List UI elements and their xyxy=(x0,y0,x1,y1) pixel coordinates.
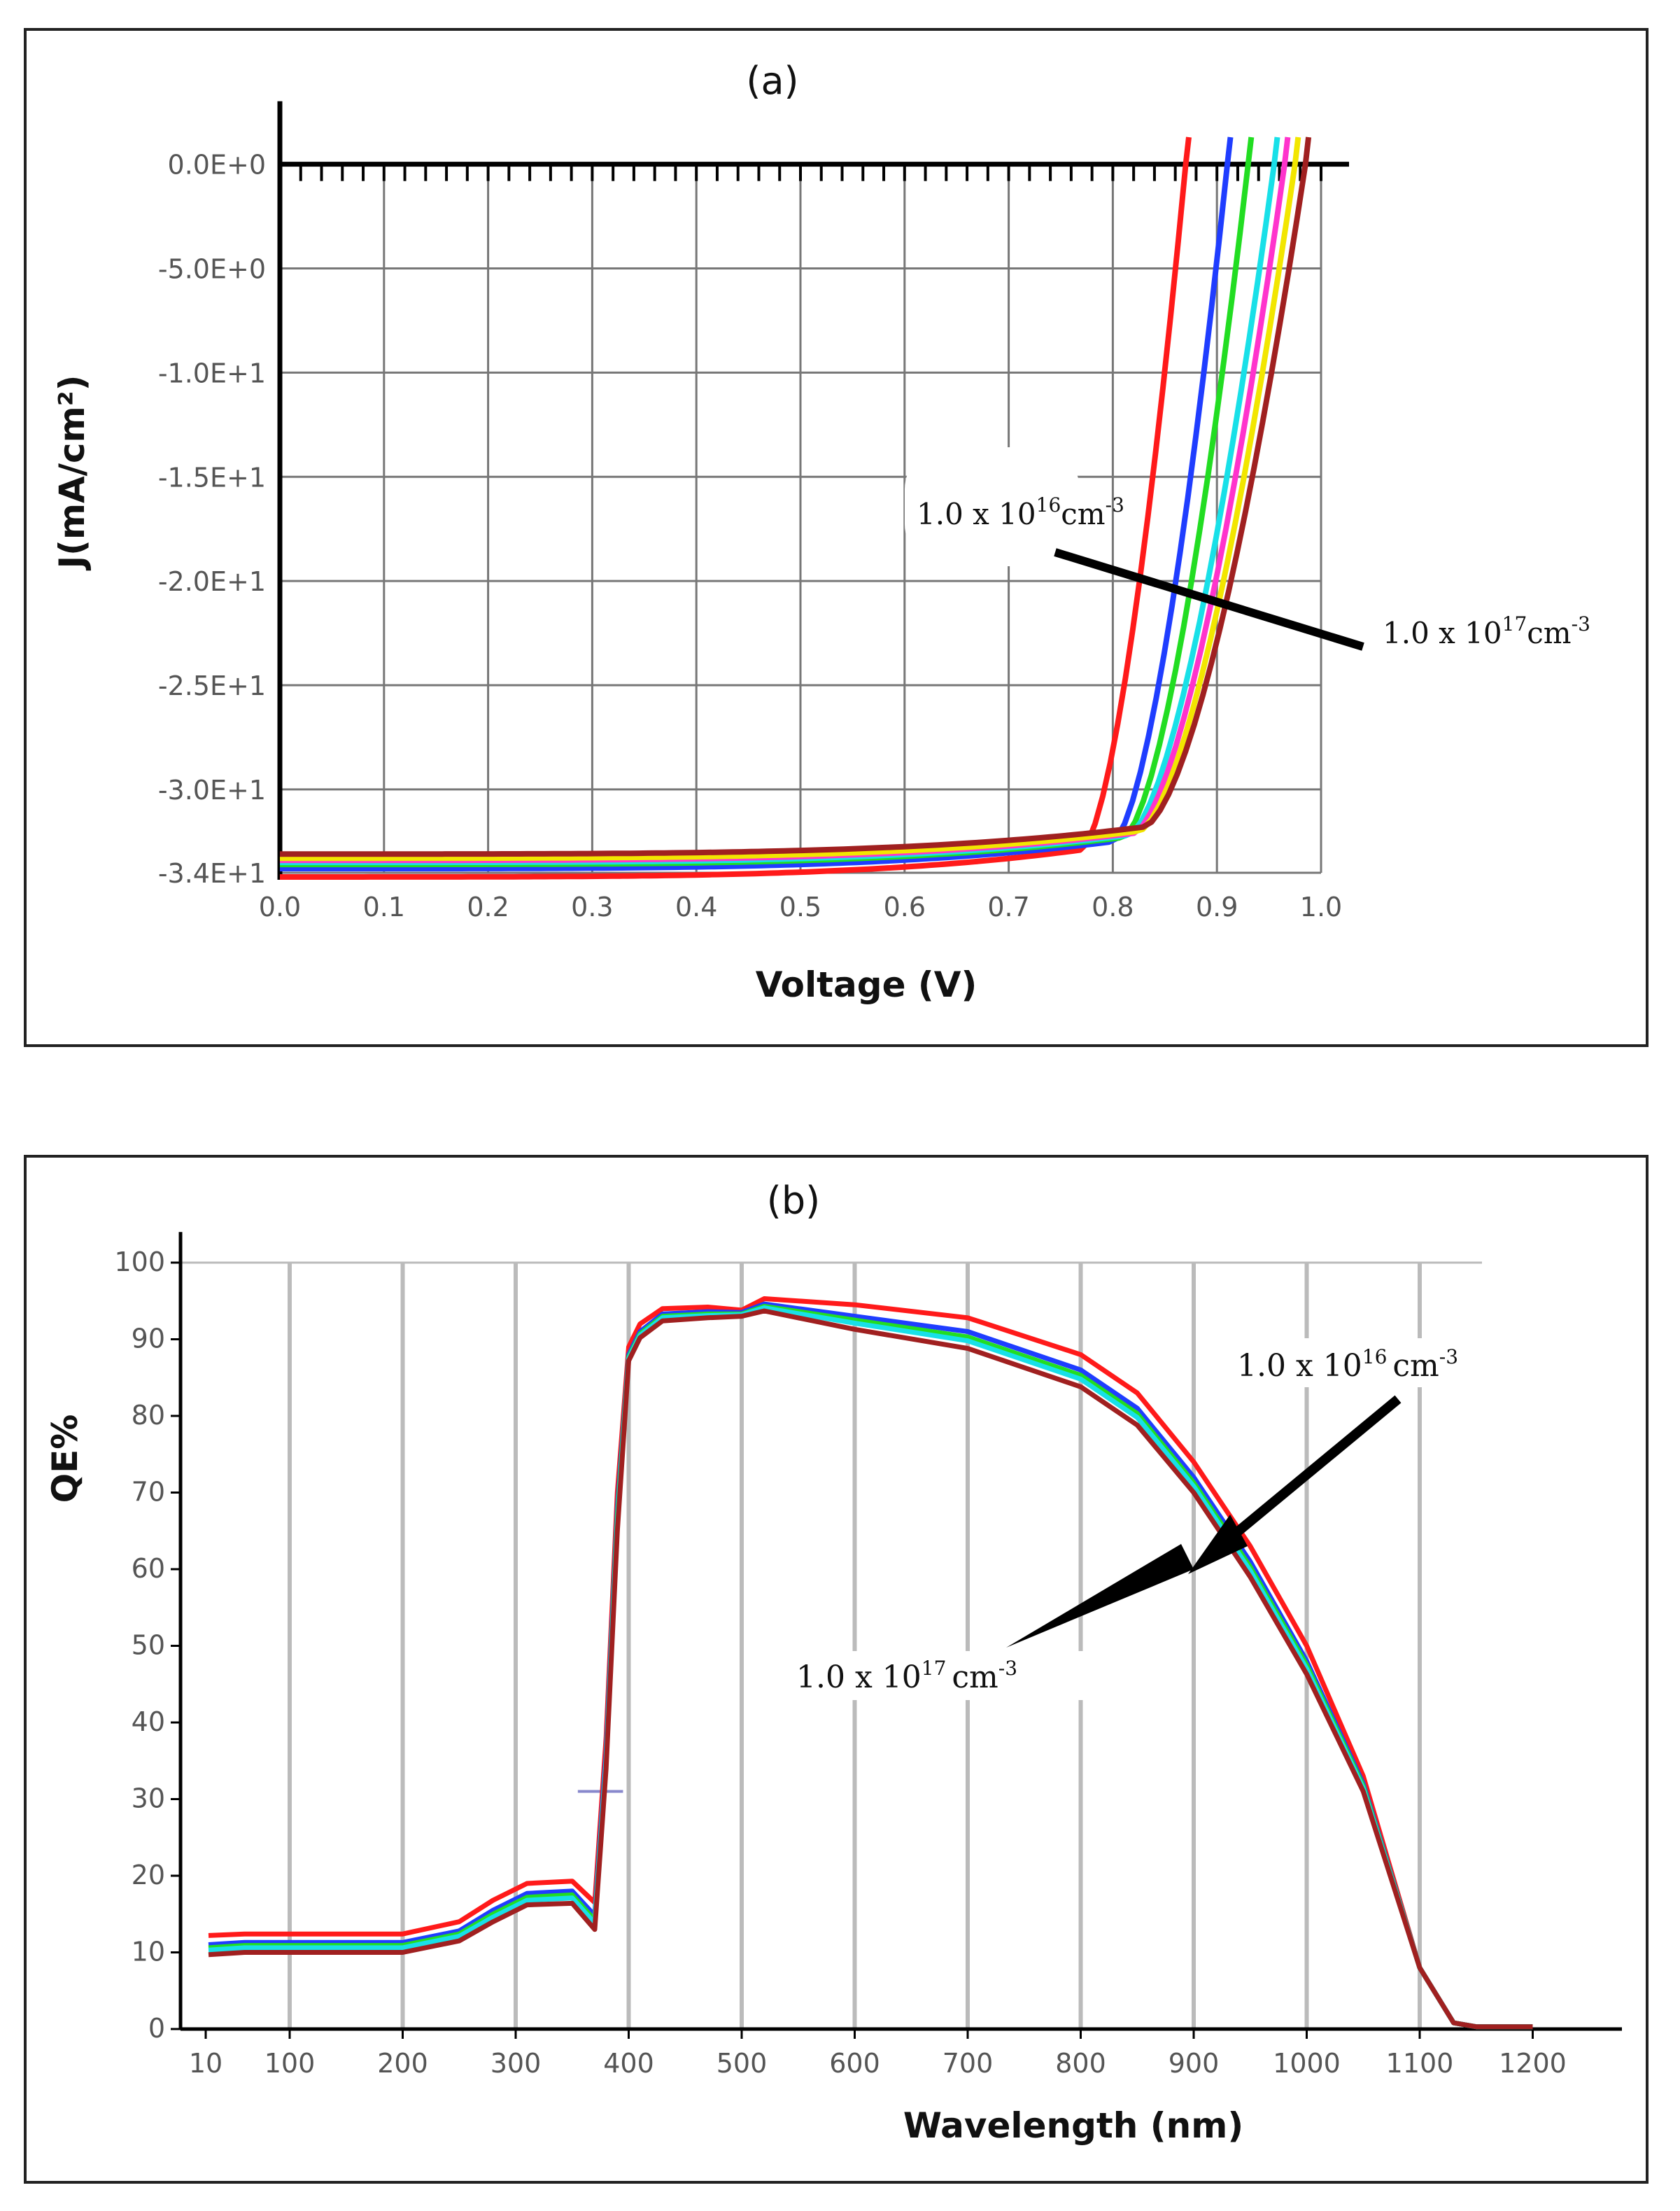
qe-y-tick-label: 10 xyxy=(132,1937,165,1967)
qe-x-tick-label: 200 xyxy=(377,2048,428,2079)
qe-x-axis-title: Wavelength (nm) xyxy=(903,2105,1243,2146)
qe-arrow-lower-wedge xyxy=(1006,1544,1194,1648)
jv-y-tick-label: 0.0E+0 xyxy=(168,150,266,181)
panel-label-b: (b) xyxy=(767,1179,820,1223)
qe-arrow-upper-line xyxy=(1213,1395,1402,1554)
jv-y-tick-label: -3.4E+1 xyxy=(158,858,266,889)
qe-panel: (b) Wavelength (nm) QE% 10 100 200 300 400 50… xyxy=(24,1155,1649,2184)
jv-x-tick-label: 0.8 xyxy=(1092,892,1134,922)
jv-x-tick-label: 0.7 xyxy=(987,892,1029,922)
jv-curve-brown xyxy=(280,136,1312,857)
qe-x-tick-label: 400 xyxy=(603,2048,654,2079)
qe-qe-red xyxy=(208,1296,1533,2030)
jv-annotation-low-bg xyxy=(905,447,1080,566)
qe-x-tick-label: 800 xyxy=(1055,2048,1106,2079)
qe-y-tick-label: 70 xyxy=(132,1477,165,1508)
jv-x-tick-label: 0.5 xyxy=(779,892,821,922)
qe-chart: (b) Wavelength (nm) QE% 10 100 200 300 400 50… xyxy=(45,1179,1622,2146)
qe-x-tick-label: 700 xyxy=(943,2048,994,2079)
jv-x-axis-title: Voltage (V) xyxy=(756,964,977,1005)
jv-curve-yellow xyxy=(280,136,1301,862)
qe-x-tick-label: 900 xyxy=(1169,2048,1220,2079)
jv-y-tick-label: -1.5E+1 xyxy=(158,462,266,493)
qe-x-tick-label: 1200 xyxy=(1499,2048,1567,2079)
jv-x-tick-label: 0.6 xyxy=(884,892,926,922)
qe-arrow-upper-head xyxy=(1188,1515,1248,1574)
qe-x-tick-label: 500 xyxy=(717,2048,768,2079)
jv-y-tick-label: -5.0E+0 xyxy=(158,254,266,285)
jv-annotation-low: 1.0 x 1016cm-3 xyxy=(917,493,1124,531)
qe-x-tick-label: 600 xyxy=(829,2048,880,2079)
qe-y-tick-label: 80 xyxy=(132,1400,165,1431)
qe-y-tick-label: 40 xyxy=(132,1706,165,1737)
jv-x-tick-label: 0.3 xyxy=(571,892,613,922)
jv-curve-magenta xyxy=(280,136,1291,864)
qe-x-tick-label: 300 xyxy=(490,2048,542,2079)
qe-x-tick-label: 1000 xyxy=(1273,2048,1341,2079)
jv-curve-red xyxy=(280,136,1192,880)
jv-panel: (a) Voltage (V) J(mA/cm²) 0.0 0.1 0.2 0.3 0.… xyxy=(24,28,1649,1047)
qe-y-tick-label: 0 xyxy=(148,2013,165,2044)
qe-annotation-low: 1.0 x 1016 cm-3 xyxy=(1237,1345,1458,1384)
jv-x-tick-label: 0.4 xyxy=(675,892,717,922)
qe-annotation-high-bg xyxy=(796,1651,1090,1700)
jv-curve-cyan xyxy=(280,136,1280,866)
jv-x-tick-label: 0.0 xyxy=(259,892,301,922)
jv-y-tick-label: -3.0E+1 xyxy=(158,775,266,806)
jv-chart: (a) Voltage (V) J(mA/cm²) 0.0 0.1 0.2 0.3 0.… xyxy=(52,59,1590,1005)
qe-y-tick-label: 30 xyxy=(132,1783,165,1814)
jv-y-tick-label: -2.5E+1 xyxy=(158,671,266,701)
qe-y-tick-label: 20 xyxy=(132,1860,165,1890)
qe-annotation-low-bg xyxy=(1230,1338,1552,1387)
jv-x-tick-label: 1.0 xyxy=(1300,892,1342,922)
jv-x-tick-label: 0.2 xyxy=(467,892,509,922)
qe-y-axis-title: QE% xyxy=(45,1415,85,1503)
jv-y-axis-title: J(mA/cm²) xyxy=(52,374,92,570)
jv-annotation-arrow-line xyxy=(1054,548,1364,651)
jv-x-tick-label: 0.9 xyxy=(1196,892,1238,922)
qe-annotation-high: 1.0 x 1017 cm-3 xyxy=(796,1657,1017,1695)
qe-x-tick-label: 100 xyxy=(264,2048,316,2079)
qe-y-tick-label: 90 xyxy=(132,1324,165,1354)
panel-label-a: (a) xyxy=(746,59,798,103)
jv-x-tick-label: 0.1 xyxy=(363,892,405,922)
qe-qe-brown xyxy=(208,1308,1533,2030)
jv-annotation-high: 1.0 x 1017cm-3 xyxy=(1383,612,1590,650)
qe-y-tick-label: 50 xyxy=(132,1630,165,1661)
jv-y-tick-label: -1.0E+1 xyxy=(158,358,266,388)
qe-x-tick-label: 1100 xyxy=(1386,2048,1454,2079)
jv-y-tick-label: -2.0E+1 xyxy=(158,566,266,597)
jv-curve-blue xyxy=(280,136,1234,871)
qe-x-tick-label: 10 xyxy=(189,2048,223,2079)
qe-y-tick-label: 60 xyxy=(132,1553,165,1584)
qe-y-tick-label: 100 xyxy=(114,1247,165,1277)
